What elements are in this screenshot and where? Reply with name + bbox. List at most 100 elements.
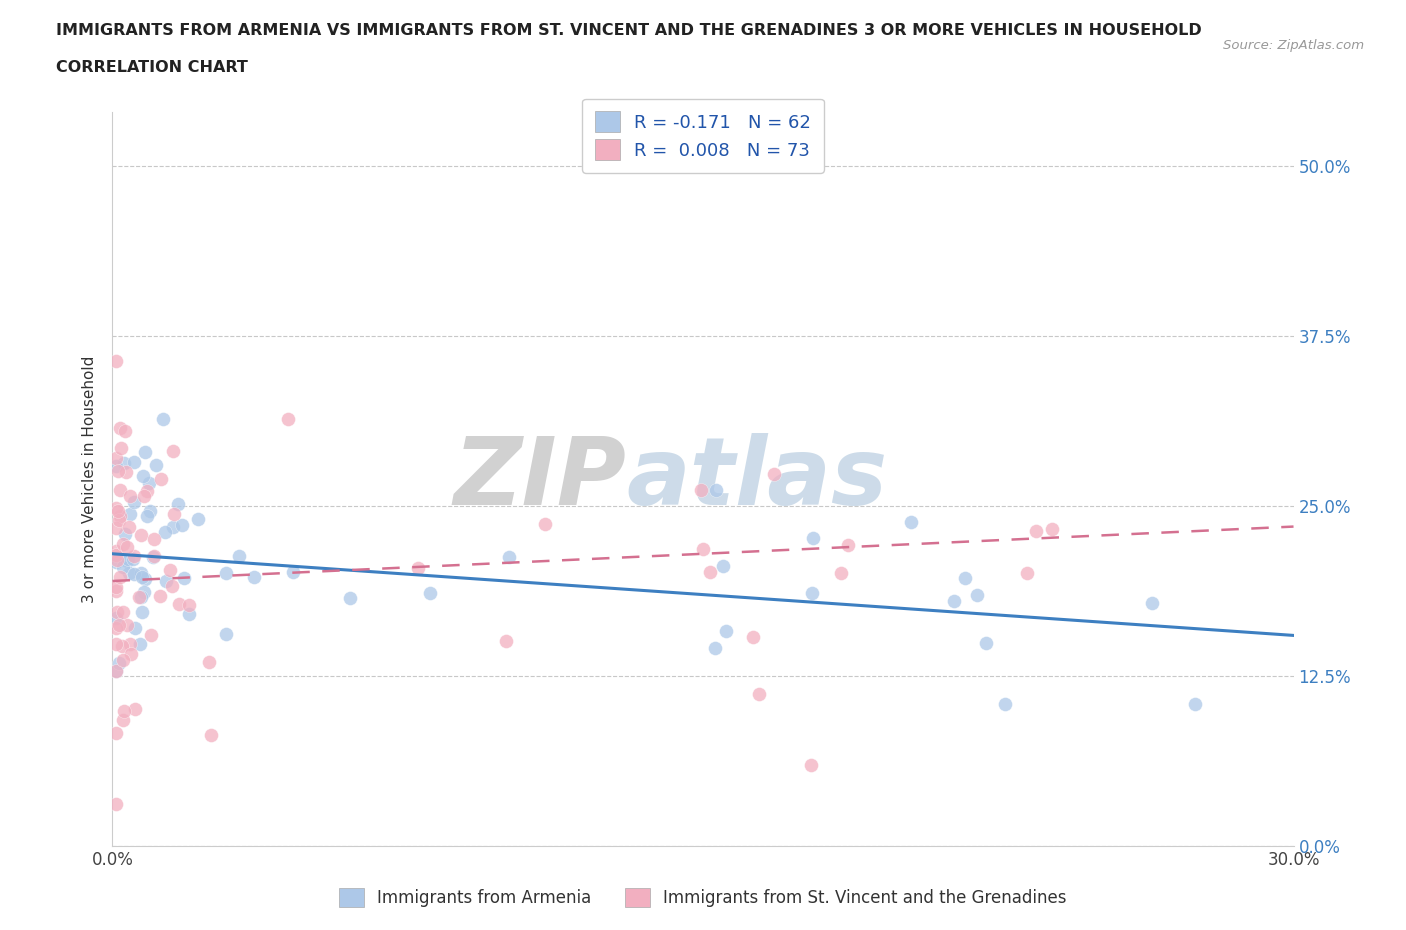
Point xyxy=(177,598,200,613)
Point xyxy=(112,456,135,471)
Point xyxy=(111,604,134,619)
Point xyxy=(699,565,721,579)
Point xyxy=(114,527,136,542)
Point xyxy=(105,583,128,598)
Point xyxy=(105,796,128,811)
Point xyxy=(955,571,977,586)
Point xyxy=(167,496,190,511)
Legend: Immigrants from Armenia, Immigrants from St. Vincent and the Grenadines: Immigrants from Armenia, Immigrants from… xyxy=(329,878,1077,917)
Point xyxy=(1184,697,1206,711)
Point xyxy=(117,565,139,580)
Point xyxy=(942,593,965,608)
Point xyxy=(108,512,131,527)
Point xyxy=(128,636,150,651)
Point xyxy=(179,606,201,621)
Point xyxy=(122,454,145,469)
Point xyxy=(112,712,135,727)
Point xyxy=(162,444,184,458)
Point xyxy=(105,637,128,652)
Point xyxy=(128,590,150,604)
Point xyxy=(160,578,183,593)
Point xyxy=(498,550,520,565)
Point xyxy=(704,483,727,498)
Point xyxy=(108,483,131,498)
Point xyxy=(215,566,238,581)
Y-axis label: 3 or more Vehicles in Household: 3 or more Vehicles in Household xyxy=(82,355,97,603)
Point xyxy=(105,353,128,368)
Point xyxy=(111,639,134,654)
Point xyxy=(837,538,859,552)
Point xyxy=(118,488,141,503)
Point xyxy=(112,537,135,551)
Point xyxy=(132,488,155,503)
Point xyxy=(800,758,823,773)
Point xyxy=(117,552,139,567)
Point xyxy=(145,458,167,472)
Point xyxy=(1042,522,1064,537)
Point xyxy=(533,516,555,531)
Point xyxy=(200,727,222,742)
Point xyxy=(495,633,517,648)
Point xyxy=(155,574,177,589)
Point xyxy=(131,604,153,619)
Point xyxy=(281,565,304,579)
Point xyxy=(1017,565,1039,580)
Point xyxy=(141,628,163,643)
Point xyxy=(110,441,132,456)
Point xyxy=(124,621,146,636)
Point xyxy=(114,424,136,439)
Point xyxy=(994,697,1017,711)
Point xyxy=(105,458,128,473)
Point xyxy=(120,506,142,521)
Point xyxy=(115,618,138,632)
Point xyxy=(105,552,128,567)
Point xyxy=(277,412,299,427)
Point xyxy=(118,636,141,651)
Point xyxy=(122,548,145,563)
Point xyxy=(762,467,785,482)
Point xyxy=(105,663,128,678)
Point xyxy=(124,566,146,581)
Text: ZIP: ZIP xyxy=(453,433,626,525)
Point xyxy=(105,725,128,740)
Point xyxy=(139,504,162,519)
Point xyxy=(406,561,429,576)
Point xyxy=(170,517,193,532)
Point xyxy=(136,484,159,498)
Point xyxy=(138,476,160,491)
Point xyxy=(830,565,852,580)
Point xyxy=(129,528,152,543)
Point xyxy=(153,525,176,539)
Point xyxy=(105,554,128,569)
Point xyxy=(711,559,734,574)
Text: Source: ZipAtlas.com: Source: ZipAtlas.com xyxy=(1223,39,1364,52)
Point xyxy=(1140,595,1163,610)
Point xyxy=(215,627,238,642)
Point xyxy=(198,655,221,670)
Point xyxy=(173,570,195,585)
Point xyxy=(105,451,128,466)
Point xyxy=(131,569,153,584)
Point xyxy=(143,549,166,564)
Point xyxy=(124,702,146,717)
Legend: R = -0.171   N = 62, R =  0.008   N = 73: R = -0.171 N = 62, R = 0.008 N = 73 xyxy=(582,99,824,173)
Text: atlas: atlas xyxy=(626,433,887,525)
Point xyxy=(716,624,738,639)
Text: IMMIGRANTS FROM ARMENIA VS IMMIGRANTS FROM ST. VINCENT AND THE GRENADINES 3 OR M: IMMIGRANTS FROM ARMENIA VS IMMIGRANTS FR… xyxy=(56,23,1202,38)
Point xyxy=(105,521,128,536)
Point xyxy=(136,509,159,524)
Point xyxy=(115,539,138,554)
Point xyxy=(134,445,156,459)
Point xyxy=(162,520,184,535)
Point xyxy=(129,590,152,604)
Point xyxy=(134,585,156,600)
Point xyxy=(703,641,725,656)
Point xyxy=(243,569,266,584)
Point xyxy=(143,532,166,547)
Point xyxy=(107,503,129,518)
Point xyxy=(228,549,250,564)
Point xyxy=(152,411,174,426)
Point xyxy=(105,620,128,635)
Point xyxy=(149,589,172,604)
Point xyxy=(108,656,131,671)
